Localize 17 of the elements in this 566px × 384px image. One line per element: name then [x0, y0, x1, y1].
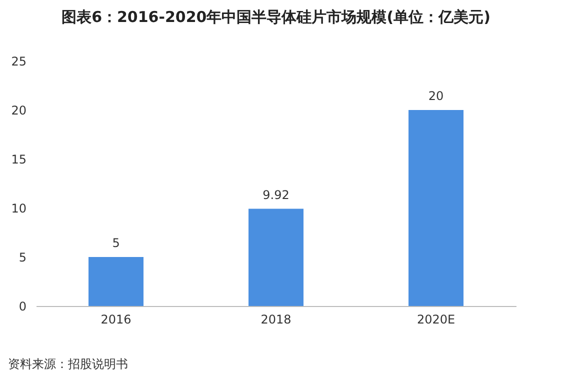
y-tick-label: 5 [18, 250, 26, 264]
y-tick-label: 0 [18, 300, 26, 314]
x-tick-label: 2016 [100, 312, 132, 326]
bar [408, 110, 464, 306]
data-label: 5 [112, 236, 120, 250]
y-tick-label: 25 [11, 54, 26, 68]
y-tick-label: 20 [11, 104, 26, 118]
bar [88, 257, 144, 306]
y-tick-label: 10 [11, 202, 26, 216]
data-label: 20 [428, 89, 444, 103]
x-tick-label: 2020E [416, 312, 456, 326]
bar [248, 208, 304, 306]
data-label: 9.92 [262, 188, 290, 202]
x-tick-label: 2018 [260, 312, 292, 326]
y-tick-label: 15 [11, 152, 26, 166]
chart-title: 图表6：2016-2020年中国半导体硅片市场规模(单位：亿美元) [62, 8, 490, 26]
text: 资料来源：招股说明书 [8, 356, 128, 373]
